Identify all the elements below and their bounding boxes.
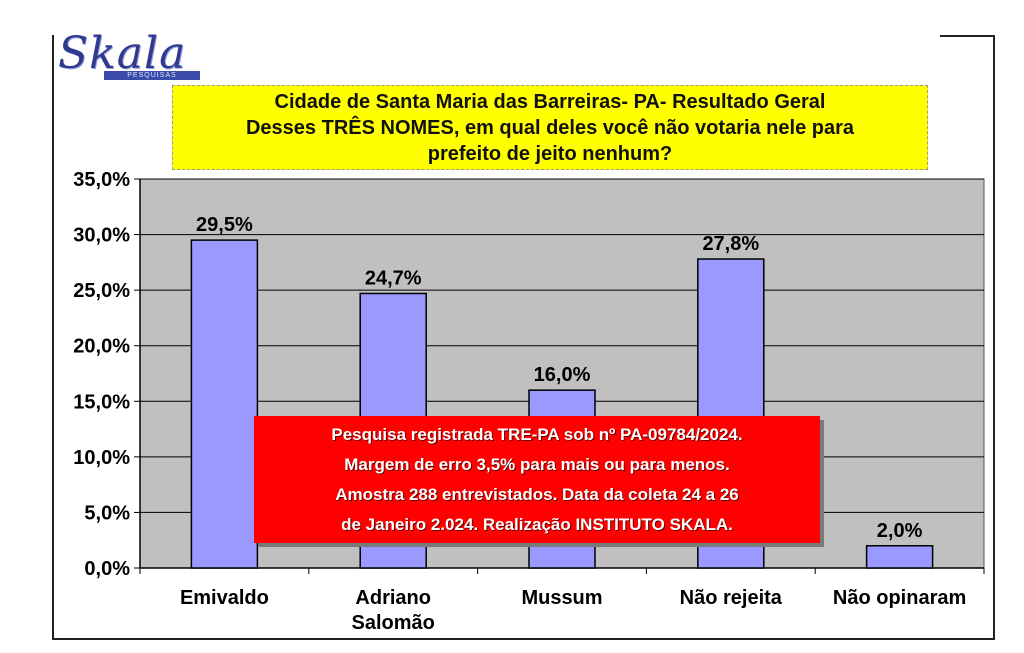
- ytick-label-3: 15,0%: [73, 391, 130, 413]
- category-label-1-1: Salomão: [352, 612, 435, 634]
- bar-0: [190, 239, 259, 569]
- ytick-label-2: 10,0%: [73, 447, 130, 469]
- title-line-1: Cidade de Santa Maria das Barreiras- PA-…: [274, 90, 826, 113]
- value-label-0: 29,5%: [196, 214, 253, 236]
- value-label-4: 2,0%: [877, 520, 923, 542]
- survey-notice: Pesquisa registrada TRE-PA sob nº PA-097…: [254, 416, 820, 543]
- ytick-label-6: 30,0%: [73, 225, 130, 247]
- ytick-label-1: 5,0%: [84, 502, 130, 524]
- value-label-2: 16,0%: [534, 364, 591, 386]
- ytick-label-7: 35,0%: [73, 169, 130, 191]
- category-label-0: Emivaldo: [180, 587, 269, 609]
- title-line-2: Desses TRÊS NOMES, em qual deles você nã…: [245, 116, 855, 139]
- notice-line-2: Margem de erro 3,5% para mais ou para me…: [344, 454, 730, 474]
- category-label-2: Mussum: [521, 587, 602, 609]
- chart-frame: [52, 35, 995, 640]
- title-line-3: prefeito de jeito nenhum?: [427, 142, 673, 165]
- notice-line-3: Amostra 288 entrevistados. Data da colet…: [335, 484, 739, 504]
- label-layer: 0,0% 5,0% 10,0% 15,0% 20,0% 25,0% 30,0% 35,0% 29…: [73, 169, 966, 634]
- ytick-label-4: 20,0%: [73, 336, 130, 358]
- notice-line-4: de Janeiro 2.024. Realização INSTITUTO S…: [341, 514, 733, 534]
- notice-line-1: Pesquisa registrada TRE-PA sob nº PA-097…: [331, 424, 743, 444]
- ytick-label-5: 25,0%: [73, 280, 130, 302]
- frame-top-line: [940, 35, 995, 37]
- category-label-3: Não rejeita: [680, 587, 783, 609]
- chart-title: Cidade de Santa Maria das Barreiras- PA-…: [172, 85, 928, 170]
- skala-logo: Skala PESQUISAS: [54, 28, 204, 84]
- ytick-label-0: 0,0%: [84, 558, 130, 580]
- bar-4: [865, 545, 934, 569]
- logo-text: Skala: [58, 28, 187, 79]
- value-label-1: 24,7%: [365, 267, 422, 289]
- logo-subtitle: PESQUISAS: [104, 71, 200, 80]
- category-label-1-0: Adriano: [355, 587, 431, 609]
- category-label-4: Não opinaram: [833, 587, 966, 609]
- value-label-3: 27,8%: [702, 233, 759, 255]
